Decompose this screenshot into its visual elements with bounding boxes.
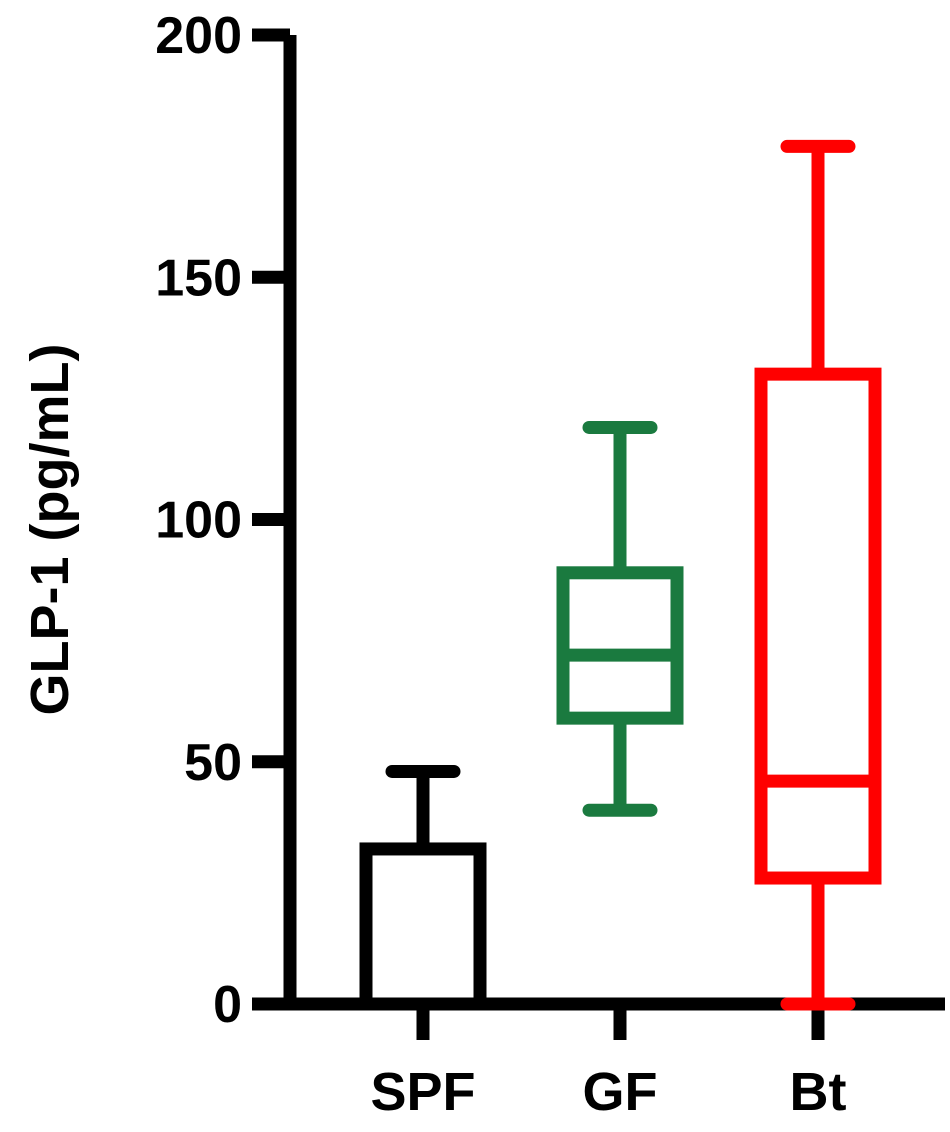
iqr-box xyxy=(754,367,882,885)
x-tick-label-spf: SPF xyxy=(370,1062,475,1122)
box-bt xyxy=(754,139,882,1011)
y-tick-label: 100 xyxy=(155,492,242,550)
box-spf xyxy=(359,764,487,1011)
y-tick-label: 50 xyxy=(184,734,242,792)
box-gf xyxy=(556,420,684,817)
y-axis-title: GLP-1 (pg/mL) xyxy=(20,344,80,716)
y-tick-label: 200 xyxy=(155,7,242,65)
axes xyxy=(252,28,945,1040)
y-tick-label: 150 xyxy=(155,249,242,307)
boxes xyxy=(359,139,882,1011)
x-tick-label-gf: GF xyxy=(583,1062,658,1122)
labels: 0 50 100 150 200 SPF GF Bt GLP-1 (pg/mL) xyxy=(20,7,847,1122)
iqr-box xyxy=(556,566,684,725)
x-tick-label-bt: Bt xyxy=(790,1062,847,1122)
iqr-box xyxy=(359,842,487,1011)
y-tick-label: 0 xyxy=(213,976,242,1034)
